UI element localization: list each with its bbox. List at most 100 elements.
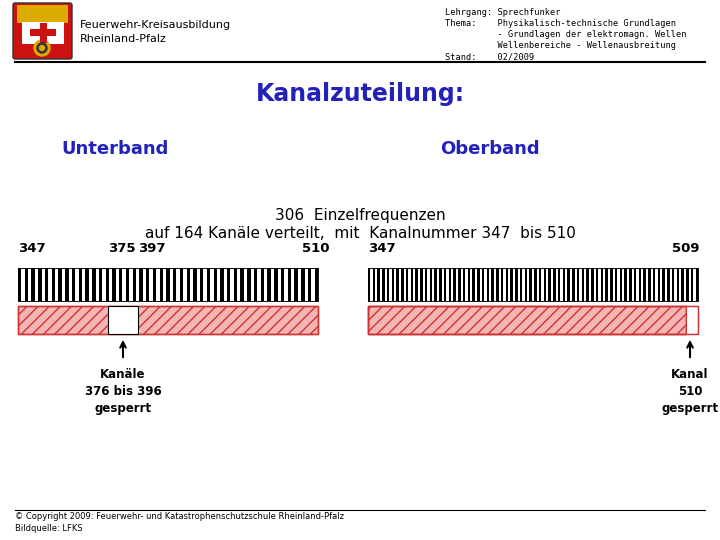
Bar <box>610 268 613 301</box>
Bar <box>106 268 109 301</box>
FancyBboxPatch shape <box>13 3 72 59</box>
Bar <box>591 268 593 301</box>
Bar <box>510 268 513 301</box>
Bar <box>686 268 688 301</box>
Bar <box>672 268 674 301</box>
Bar <box>186 268 190 301</box>
Bar <box>468 268 470 301</box>
Bar <box>112 268 116 301</box>
Bar <box>691 268 693 301</box>
Bar <box>444 268 446 301</box>
Bar <box>267 268 271 301</box>
Bar <box>368 268 698 301</box>
Text: © Copyright 2009: Feuerwehr- und Katastrophenschutzschule Rheinland-Pfalz
Bildqu: © Copyright 2009: Feuerwehr- und Katastr… <box>15 512 344 533</box>
Text: Feuerwehr-Kreisausbildung
Rheinland-Pfalz: Feuerwehr-Kreisausbildung Rheinland-Pfal… <box>80 20 231 44</box>
Text: Kanalzuteilung:: Kanalzuteilung: <box>256 82 464 106</box>
Bar <box>529 268 532 301</box>
Bar <box>18 268 318 301</box>
Bar <box>577 268 580 301</box>
Circle shape <box>37 43 47 53</box>
Bar <box>240 268 244 301</box>
Text: 347: 347 <box>368 242 395 255</box>
Bar <box>458 268 461 301</box>
Bar <box>401 268 404 301</box>
FancyBboxPatch shape <box>17 5 68 23</box>
Bar <box>406 268 408 301</box>
Circle shape <box>34 40 50 56</box>
Bar <box>32 268 35 301</box>
Bar <box>274 268 277 301</box>
Bar <box>315 268 318 301</box>
Bar <box>368 306 698 334</box>
Bar <box>420 268 423 301</box>
Bar <box>40 23 47 43</box>
Text: Unterband: Unterband <box>61 140 168 158</box>
Text: 510: 510 <box>302 242 330 255</box>
Bar <box>681 268 684 301</box>
Bar <box>301 268 305 301</box>
Bar <box>207 268 210 301</box>
Bar <box>227 268 230 301</box>
Bar <box>18 268 318 301</box>
Bar <box>482 268 485 301</box>
Bar <box>472 268 474 301</box>
Bar <box>92 268 96 301</box>
Bar <box>496 268 498 301</box>
Bar <box>108 306 138 334</box>
Text: Kanal
510
gesperrt: Kanal 510 gesperrt <box>662 368 719 415</box>
Bar <box>600 268 603 301</box>
Bar <box>596 268 598 301</box>
Bar <box>382 268 384 301</box>
Bar <box>247 268 251 301</box>
Bar <box>562 268 565 301</box>
Bar <box>516 268 518 301</box>
Text: 375: 375 <box>108 242 135 255</box>
Bar <box>430 268 432 301</box>
Text: Oberband: Oberband <box>440 140 540 158</box>
Bar <box>615 268 617 301</box>
Bar <box>58 268 62 301</box>
Bar <box>439 268 441 301</box>
Bar <box>254 268 257 301</box>
Bar <box>539 268 541 301</box>
Bar <box>140 268 143 301</box>
Text: auf 164 Kanäle verteilt,  mit  Kanalnummer 347  bis 510: auf 164 Kanäle verteilt, mit Kanalnummer… <box>145 226 575 241</box>
Bar <box>294 268 298 301</box>
Bar <box>634 268 636 301</box>
Bar <box>146 268 150 301</box>
Bar <box>696 268 698 301</box>
Bar <box>505 268 508 301</box>
Text: Stand:    02/2009: Stand: 02/2009 <box>445 52 534 61</box>
Bar <box>18 268 22 301</box>
Text: 306  Einzelfrequenzen: 306 Einzelfrequenzen <box>275 208 445 223</box>
Bar <box>66 268 68 301</box>
Bar <box>214 268 217 301</box>
Bar <box>166 268 170 301</box>
Bar <box>397 268 399 301</box>
Bar <box>501 268 503 301</box>
Bar <box>677 268 679 301</box>
Bar <box>99 268 102 301</box>
Bar <box>572 268 575 301</box>
Bar <box>86 268 89 301</box>
Bar <box>387 268 390 301</box>
Text: 397: 397 <box>138 242 166 255</box>
Bar <box>463 268 465 301</box>
Bar <box>606 268 608 301</box>
Bar <box>18 306 318 334</box>
Bar <box>544 268 546 301</box>
Bar <box>534 268 536 301</box>
Text: Lehrgang: Sprechfunker: Lehrgang: Sprechfunker <box>445 8 560 17</box>
Bar <box>368 268 370 301</box>
Bar <box>567 268 570 301</box>
Bar <box>434 268 437 301</box>
Bar <box>368 306 686 334</box>
Bar <box>549 268 551 301</box>
Bar <box>657 268 660 301</box>
Bar <box>639 268 641 301</box>
Bar <box>377 268 380 301</box>
Bar <box>620 268 622 301</box>
Bar <box>629 268 631 301</box>
Text: Wellenbereiche - Wellenausbreitung: Wellenbereiche - Wellenausbreitung <box>445 41 676 50</box>
Text: 509: 509 <box>672 242 700 255</box>
